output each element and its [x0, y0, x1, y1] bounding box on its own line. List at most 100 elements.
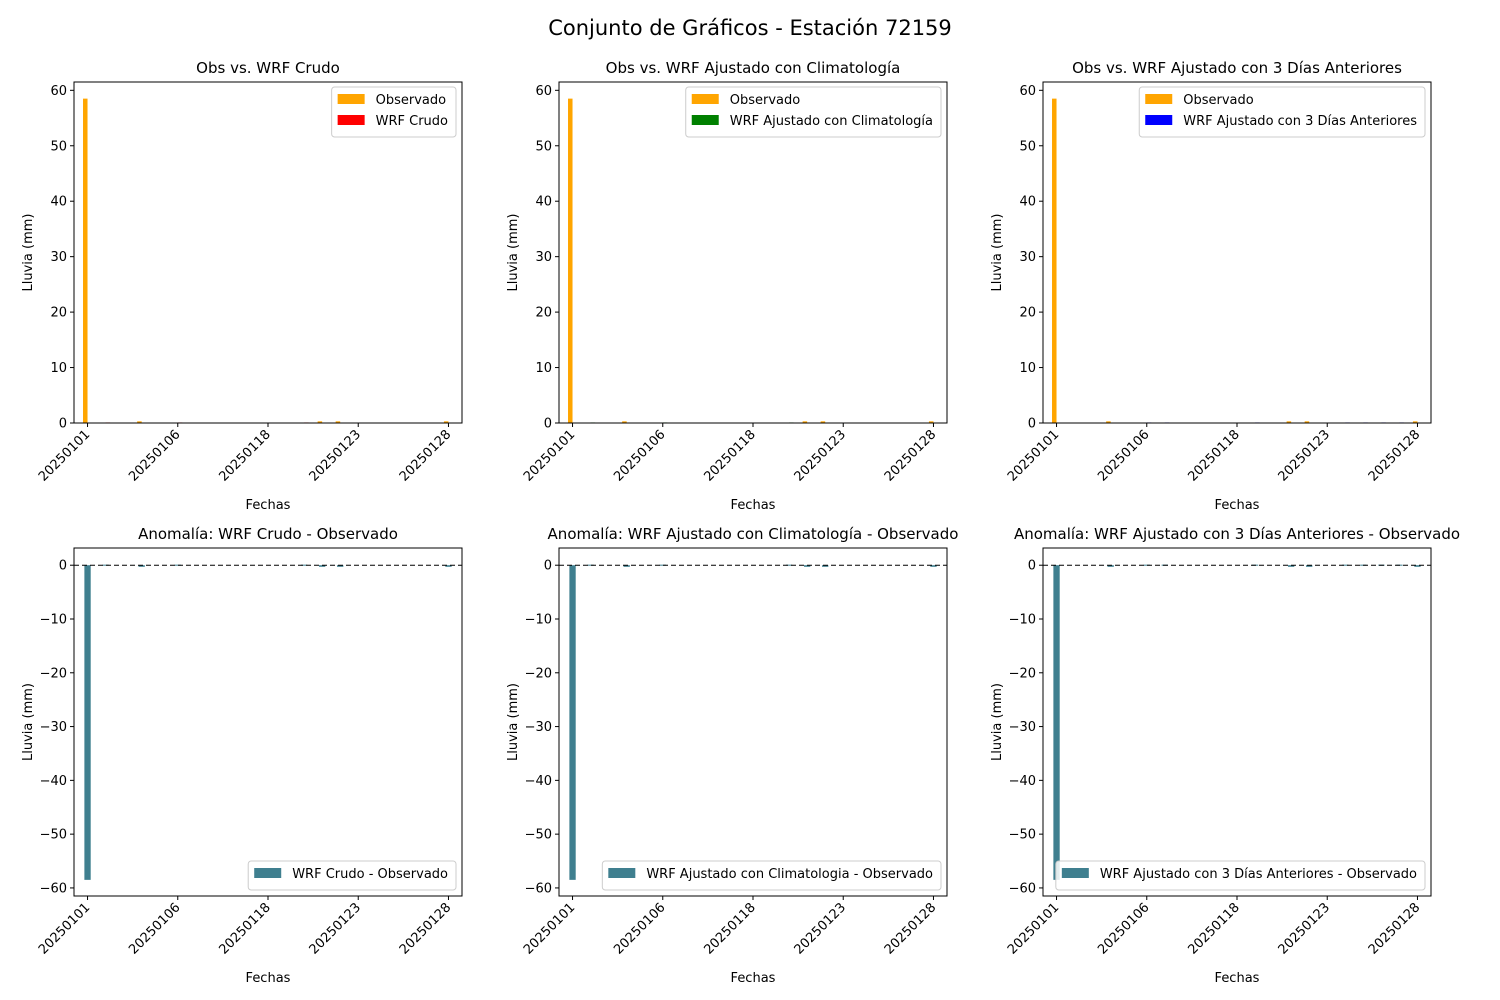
y-axis-label: Lluvia (mm)	[21, 214, 36, 292]
y-tick-label: −40	[525, 774, 552, 789]
figure-title: Conjunto de Gráficos - Estación 72159	[548, 16, 952, 40]
bar-a-3	[622, 421, 627, 423]
bar-a-13	[317, 421, 323, 423]
x-tick-label: 20250101	[521, 900, 578, 957]
x-tick-label: 20250128	[397, 427, 454, 484]
y-tick-label: −10	[525, 612, 552, 627]
y-tick-label: 40	[50, 195, 67, 210]
x-tick-label: 20250101	[36, 900, 93, 957]
chart-title: Anomalía: WRF Ajustado con Climatología …	[548, 525, 959, 543]
x-tick-label: 20250128	[882, 900, 939, 957]
bar-a-3	[138, 565, 145, 567]
y-tick-label: 0	[1028, 559, 1036, 574]
legend-box	[1055, 860, 1426, 891]
x-tick-label: 20250128	[882, 427, 939, 484]
y-tick-label: 0	[59, 559, 67, 574]
chart-panel-obs-vs-crudo: Obs vs. WRF Crudo 0 10 20 30 40 50 60 20250101 20…	[21, 59, 463, 513]
x-tick-label: 20250106	[126, 900, 183, 957]
x-tick-label: 20250101	[521, 427, 578, 484]
legend: Observado WRF Crudo	[331, 86, 457, 138]
y-tick-label: −30	[1009, 720, 1036, 735]
y-tick-label: 0	[544, 417, 552, 432]
plot-frame	[558, 547, 948, 897]
bar-a-5	[1143, 564, 1150, 566]
y-tick-label: −20	[40, 666, 67, 681]
x-tick-label: 20250118	[216, 900, 273, 957]
bar-a-14	[1306, 565, 1313, 567]
x-tick-label: 20250106	[1095, 427, 1152, 484]
bar-a-0	[84, 565, 91, 880]
x-tick-label: 20250118	[216, 427, 273, 484]
x-tick-label: 20250106	[126, 427, 183, 484]
x-tick-label: 20250128	[397, 900, 454, 957]
legend-swatch	[608, 868, 636, 878]
y-tick-label: 40	[1019, 195, 1036, 210]
y-tick-label: 30	[1019, 250, 1036, 265]
bar-a-13	[803, 565, 811, 567]
bar-a-20	[1412, 421, 1418, 423]
legend: Observado WRF Ajustado con 3 Días Anterio…	[1138, 86, 1426, 138]
bar-a-12	[785, 564, 793, 566]
y-tick-label: 20	[50, 306, 67, 321]
bar-a-20	[443, 421, 449, 423]
bar-a-14	[820, 421, 826, 423]
legend: WRF Crudo - Observado	[247, 860, 457, 891]
bar-a-3	[1106, 421, 1111, 423]
x-tick-label: 20250101	[1005, 427, 1062, 484]
y-axis-label: Lluvia (mm)	[990, 683, 1005, 761]
legend-entry: Observado	[730, 93, 801, 108]
x-tick-label: 20250118	[701, 900, 758, 957]
x-axis-label: Fechas	[1215, 498, 1260, 513]
bar-a-3	[1107, 565, 1114, 567]
y-tick-label: −20	[1009, 666, 1036, 681]
bar-a-1	[102, 564, 109, 566]
y-tick-label: −60	[40, 881, 67, 896]
y-tick-label: 50	[1019, 139, 1036, 154]
y-tick-label: −40	[40, 774, 67, 789]
chart-title: Obs vs. WRF Ajustado con Climatología	[606, 59, 901, 77]
legend: Observado WRF Ajustado con Climatología	[685, 86, 942, 138]
x-axis-label: Fechas	[246, 971, 291, 986]
y-tick-label: 0	[1028, 417, 1036, 432]
chart-title: Anomalía: WRF Ajustado con 3 Días Anteri…	[1014, 525, 1460, 543]
bar-a-0	[568, 98, 573, 423]
x-tick-label: 20250101	[36, 427, 93, 484]
y-tick-label: 20	[1019, 306, 1036, 321]
legend-swatch	[254, 868, 282, 878]
bar-a-0	[1053, 565, 1060, 880]
y-tick-label: −10	[40, 612, 67, 627]
x-tick-label: 20250106	[611, 427, 668, 484]
x-tick-label: 20250118	[1185, 900, 1242, 957]
x-tick-label: 20250123	[307, 900, 364, 957]
x-tick-label: 20250101	[1005, 900, 1062, 957]
bar-a-13	[1287, 565, 1295, 567]
y-tick-label: 60	[50, 84, 67, 99]
y-tick-label: −50	[525, 828, 552, 843]
plot-frame	[1042, 547, 1432, 897]
bar-a-20	[1414, 565, 1421, 567]
y-tick-label: −30	[40, 720, 67, 735]
legend-entry: WRF Ajustado con 3 Días Anteriores	[1183, 114, 1417, 129]
x-tick-label: 20250106	[1095, 900, 1152, 957]
bar-a-5	[659, 564, 666, 566]
bar-a-20	[928, 421, 934, 423]
chart-panel-obs-vs-clima: Obs vs. WRF Ajustado con Climatología 0 10…	[506, 59, 948, 513]
y-tick-label: 30	[535, 250, 552, 265]
bar-a-0	[569, 565, 576, 880]
bar-a-14	[822, 565, 829, 567]
legend-entry: Observado	[376, 93, 447, 108]
x-tick-label: 20250118	[701, 427, 758, 484]
x-axis-label: Fechas	[246, 498, 291, 513]
y-tick-label: 20	[535, 306, 552, 321]
y-tick-label: 0	[544, 559, 552, 574]
x-axis-label: Fechas	[731, 971, 776, 986]
chart-title: Obs vs. WRF Ajustado con 3 Días Anterior…	[1072, 59, 1402, 77]
chart-panel-anom-crudo: Anomalía: WRF Crudo - Observado 0 −10 −20 −3…	[21, 525, 463, 986]
legend-entry: WRF Ajustado con Climatologia - Observad…	[646, 867, 933, 882]
x-tick-label: 20250106	[611, 900, 668, 957]
bar-a-12	[300, 564, 308, 566]
y-tick-label: 10	[50, 361, 67, 376]
chart-panel-obs-vs-3dias: Obs vs. WRF Ajustado con 3 Días Anterior…	[990, 59, 1432, 513]
x-tick-label: 20250123	[792, 900, 849, 957]
y-tick-label: 30	[50, 250, 67, 265]
